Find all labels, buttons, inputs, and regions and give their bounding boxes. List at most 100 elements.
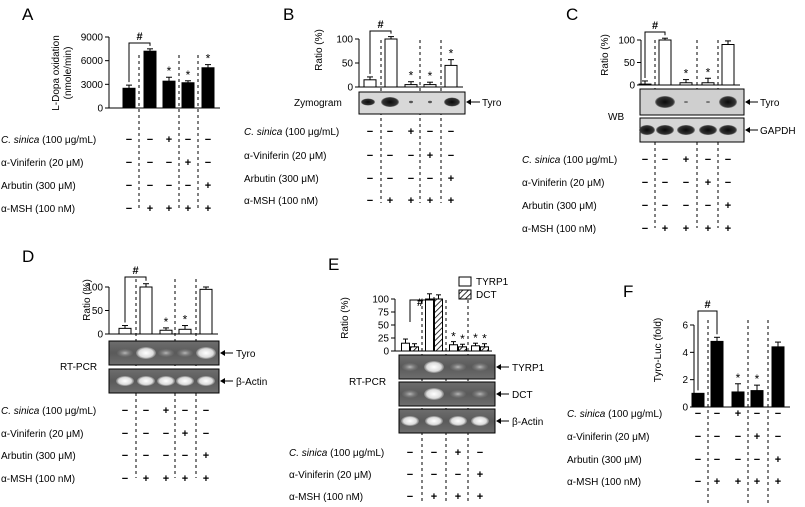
treatment-sign: − (367, 195, 373, 207)
panel-d-method: RT-PCR (60, 362, 97, 373)
treatment-sign: − (367, 150, 373, 162)
treatment-sign: − (431, 469, 437, 481)
significance-star: * (183, 313, 188, 327)
panel-c-blot-gapdh (639, 117, 745, 143)
bar (122, 87, 136, 109)
treatment-sign: − (683, 177, 689, 189)
treatment-sign: + (714, 476, 720, 488)
panel-e-treatment-table: C. sinica (100 μg/mL) − − + − α-Viniferin (20… (289, 447, 483, 503)
panel-c-band-tyro: Tyro (760, 98, 780, 109)
y-tick-label: 0 (629, 81, 635, 92)
tyro-band (684, 101, 688, 103)
treatment-label-c-sinica: C. sinica (100 μg/mL) (522, 155, 617, 166)
treatment-sign: + (735, 476, 741, 488)
significance-star: * (206, 52, 211, 66)
treatment-sign: − (408, 173, 414, 185)
treatment-sign: + (427, 150, 433, 162)
treatment-sign: − (775, 408, 781, 420)
y-tick-label: 3000 (81, 80, 104, 91)
arrow-head-icon (220, 378, 225, 384)
treatment-sign: − (754, 408, 760, 420)
gapdh-band (639, 125, 655, 135)
significance-hash: # (377, 19, 383, 31)
treatment-sign: − (695, 431, 701, 443)
bar (181, 82, 195, 109)
treatment-sign: + (147, 203, 153, 215)
panel-a: A L-Dopa oxidation (nmole/min) 0 3000 6000… (1, 5, 220, 215)
actin-band (157, 376, 175, 386)
actin-band (425, 416, 443, 426)
panel-d: D Ratio (%) 0 50 100 * * # RT-PCR Tyro β-Acti… (1, 247, 267, 485)
treatment-sign: + (408, 126, 414, 138)
treatment-sign: + (775, 454, 781, 466)
zymogram-band (428, 100, 432, 104)
treatment-label-viniferin: α-Viniferin (20 μM) (1, 158, 84, 169)
bar-tyrp1 (449, 344, 458, 352)
bar (638, 83, 652, 86)
significance-hash: # (136, 31, 142, 43)
dct-band (450, 390, 466, 398)
treatment-sign: − (683, 200, 689, 212)
treatment-sign: − (662, 200, 668, 212)
y-tick-label: 6 (682, 321, 688, 332)
actin-band (401, 416, 419, 426)
panel-b-treatment-table: C. sinica (100 μg/mL) − − + − − α-Viniferin (2… (244, 126, 454, 207)
treatment-sign: − (455, 469, 461, 481)
panel-e-ylabel: Ratio (%) (340, 297, 351, 339)
treatment-sign: + (754, 431, 760, 443)
treatment-sign: − (166, 157, 172, 169)
bar (721, 44, 735, 86)
treatment-label-viniferin: α-Viniferin (20 μM) (1, 429, 84, 440)
actin-band (116, 376, 134, 386)
significance-star: * (449, 47, 454, 61)
panel-f: F Tyro-Luc (fold) 0 2 4 6 * * # C. sinica (100… (567, 282, 790, 503)
treatment-sign: − (182, 450, 188, 462)
bar (178, 328, 192, 335)
treatment-sign: − (147, 134, 153, 146)
treatment-sign: − (122, 473, 128, 485)
tyro-band (117, 349, 133, 357)
panel-f-letter: F (623, 282, 633, 301)
bar-tyrp1 (425, 298, 434, 352)
treatment-sign: + (163, 473, 169, 485)
treatment-label-msh: α-MSH (100 nM) (1, 204, 75, 215)
treatment-sign: − (126, 203, 132, 215)
bar (162, 80, 176, 109)
bar (731, 391, 745, 408)
y-tick-label: 50 (624, 58, 636, 69)
legend-swatch-hatched (458, 289, 472, 300)
gapdh-band (677, 125, 695, 135)
panel-e-gel-dct (398, 381, 496, 407)
treatment-sign: + (431, 491, 437, 503)
treatment-sign: + (725, 200, 731, 212)
tyrp1-band (472, 363, 488, 371)
panel-b-letter: B (283, 5, 294, 24)
y-tick-label: 50 (342, 59, 354, 70)
treatment-sign: − (448, 126, 454, 138)
significance-hash: # (652, 20, 658, 32)
bar (143, 50, 157, 109)
panel-e-band-actin: β-Actin (512, 417, 543, 428)
treatment-label-c-sinica: C. sinica (100 μg/mL) (1, 406, 96, 417)
treatment-sign: − (714, 431, 720, 443)
tyro-band (177, 349, 193, 357)
y-tick-label: 4 (682, 348, 688, 359)
treatment-sign: − (642, 177, 648, 189)
panel-e-legend: TYRP1 DCT (458, 276, 509, 301)
tyro-band (719, 96, 737, 108)
treatment-sign: − (662, 154, 668, 166)
y-tick-label: 0 (347, 83, 353, 94)
arrow-head-icon (466, 99, 471, 105)
treatment-label-c-sinica: C. sinica (100 μg/mL) (1, 135, 96, 146)
treatment-label-msh: α-MSH (100 nM) (244, 196, 318, 207)
treatment-sign: − (695, 476, 701, 488)
gapdh-band (699, 125, 717, 135)
treatment-sign: + (185, 203, 191, 215)
panel-e-band-dct: DCT (512, 390, 533, 401)
significance-star: * (736, 371, 741, 385)
treatment-sign: + (166, 203, 172, 215)
bar (159, 329, 173, 335)
panel-d-gel-tyro (108, 340, 220, 366)
treatment-label-msh: α-MSH (100 nM) (1, 474, 75, 485)
zymogram-band (381, 97, 399, 107)
